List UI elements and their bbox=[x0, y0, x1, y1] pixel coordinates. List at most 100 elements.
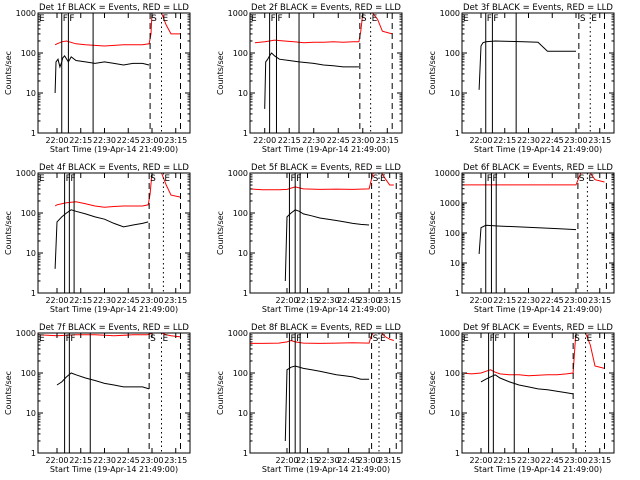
x-tick-label: 22:15 bbox=[278, 136, 301, 145]
marker-label: F bbox=[69, 14, 74, 24]
y-axis-label: Counts/sec bbox=[216, 51, 225, 95]
y-tick-label: 1 bbox=[455, 129, 460, 138]
x-tick-label: 23:00 bbox=[351, 136, 374, 145]
x-tick-label: 22:15 bbox=[69, 296, 92, 305]
marker-label: S bbox=[579, 174, 585, 184]
series-events-line bbox=[54, 54, 150, 94]
y-tick-label: 1000 bbox=[440, 9, 460, 18]
x-tick-label: 23:00 bbox=[564, 136, 587, 145]
x-tick-label: 22:00 bbox=[253, 136, 276, 145]
y-tick-label: 1000 bbox=[16, 169, 36, 178]
plot-data bbox=[250, 333, 397, 453]
x-tick-label: 22:45 bbox=[541, 136, 564, 145]
plot-frame bbox=[461, 172, 615, 294]
x-tick-label: 22:00 bbox=[45, 456, 68, 465]
x-tick-label: 22:45 bbox=[337, 456, 360, 465]
x-axis-label: Start Time (19-Apr-14 21:49:00) bbox=[50, 465, 178, 474]
plot-frame bbox=[249, 332, 403, 454]
series-events-line bbox=[284, 209, 370, 282]
y-axis-label: Counts/sec bbox=[428, 211, 437, 255]
y-tick-label: 10 bbox=[26, 249, 36, 258]
marker-label: E bbox=[463, 334, 469, 344]
x-axis-label: Start Time (19-Apr-14 21:49:00) bbox=[50, 305, 178, 314]
x-tick-label: 22:45 bbox=[117, 456, 140, 465]
x-tick-label: 23:00 bbox=[140, 136, 163, 145]
plot-data bbox=[38, 13, 181, 133]
marker-label: F bbox=[490, 334, 495, 344]
y-tick-label: 100 bbox=[21, 369, 36, 378]
x-tick-label: 22:30 bbox=[317, 296, 340, 305]
y-tick-label: 1 bbox=[455, 289, 460, 298]
marker-label: S bbox=[580, 14, 586, 24]
x-tick-label: 23:15 bbox=[588, 456, 611, 465]
y-tick-label: 10 bbox=[238, 89, 248, 98]
x-tick-label: 22:30 bbox=[317, 456, 340, 465]
marker-label: E bbox=[163, 14, 169, 24]
marker-label: E bbox=[591, 14, 597, 24]
x-tick-label: 23:00 bbox=[564, 296, 587, 305]
y-axis-label: Counts/sec bbox=[428, 371, 437, 415]
plot-title: Det 6f BLACK = Events, RED = LLD bbox=[463, 163, 613, 173]
x-axis-label: Start Time (19-Apr-14 21:49:00) bbox=[474, 305, 602, 314]
y-axis-label: Counts/sec bbox=[4, 51, 13, 95]
marker-label: E bbox=[372, 14, 378, 24]
y-tick-label: 10 bbox=[450, 409, 460, 418]
plot-data bbox=[250, 173, 397, 293]
marker-label: E bbox=[39, 14, 45, 24]
plot-title: Det 5f BLACK = Events, RED = LLD bbox=[251, 163, 401, 173]
marker-label: E bbox=[251, 14, 257, 24]
x-tick-label: 22:15 bbox=[69, 456, 92, 465]
x-tick-label: 22:15 bbox=[493, 296, 516, 305]
y-tick-label: 1 bbox=[31, 449, 36, 458]
x-tick-label: 22:00 bbox=[275, 296, 298, 305]
marker-label: F bbox=[487, 14, 492, 24]
y-tick-label: 100 bbox=[233, 369, 248, 378]
x-tick-label: 23:15 bbox=[588, 296, 611, 305]
plot-frame bbox=[37, 172, 191, 294]
x-tick-label: 22:30 bbox=[517, 456, 540, 465]
plot-frame bbox=[37, 12, 191, 134]
y-tick-label: 100 bbox=[233, 49, 248, 58]
plot-data bbox=[462, 13, 614, 133]
plot-title: Det 1f BLACK = Events, RED = LLD bbox=[39, 3, 189, 13]
x-tick-label: 23:15 bbox=[164, 456, 187, 465]
y-tick-label: 1 bbox=[31, 129, 36, 138]
y-tick-label: 1 bbox=[243, 129, 248, 138]
plot-data bbox=[462, 333, 605, 453]
x-axis-label: Start Time (19-Apr-14 21:49:00) bbox=[262, 145, 390, 154]
y-axis-label: Counts/sec bbox=[216, 371, 225, 415]
plot-title: Det 4f BLACK = Events, RED = LLD bbox=[39, 163, 189, 173]
plot-data bbox=[38, 173, 181, 293]
series-lld-line bbox=[462, 173, 605, 186]
x-tick-label: 23:15 bbox=[164, 136, 187, 145]
y-tick-label: 1 bbox=[31, 289, 36, 298]
plot-frame bbox=[461, 12, 615, 134]
marker-label: F bbox=[492, 174, 497, 184]
plot-data bbox=[38, 333, 181, 453]
x-tick-label: 22:30 bbox=[517, 296, 540, 305]
y-axis-label: Counts/sec bbox=[4, 211, 13, 255]
plot-frame bbox=[37, 332, 191, 454]
x-tick-label: 23:15 bbox=[378, 456, 401, 465]
series-events-line bbox=[480, 374, 574, 395]
y-tick-label: 1000 bbox=[440, 329, 460, 338]
x-tick-label: 23:00 bbox=[140, 296, 163, 305]
x-axis-label: Start Time (19-Apr-14 21:49:00) bbox=[474, 465, 602, 474]
series-lld-line bbox=[250, 333, 394, 344]
x-tick-label: 23:15 bbox=[164, 296, 187, 305]
x-tick-label: 23:00 bbox=[564, 456, 587, 465]
plot-frame bbox=[249, 12, 403, 134]
marker-label: F bbox=[277, 14, 282, 24]
y-tick-label: 100 bbox=[21, 49, 36, 58]
y-tick-label: 100 bbox=[445, 369, 460, 378]
x-tick-label: 22:30 bbox=[93, 136, 116, 145]
marker-label: F bbox=[487, 174, 492, 184]
x-tick-label: 22:00 bbox=[45, 136, 68, 145]
x-tick-label: 22:15 bbox=[493, 456, 516, 465]
